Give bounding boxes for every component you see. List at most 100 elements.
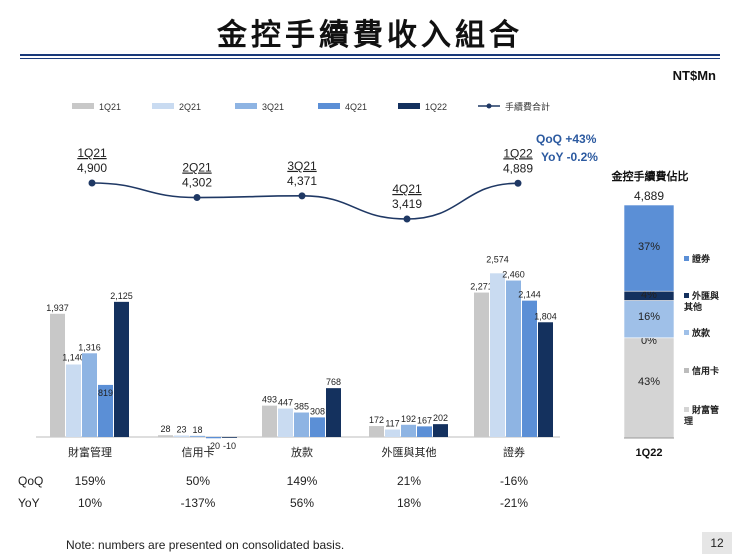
legend-marker-total <box>486 103 492 109</box>
bar-4Q21-0 <box>98 384 113 437</box>
headline-qoq: QoQ +43% <box>536 132 597 146</box>
share-segment-放款 <box>623 300 675 339</box>
bar-label-4Q21-2: 308 <box>310 406 325 416</box>
qoq-value-4: -16% <box>499 474 528 488</box>
bar-1Q21-4 <box>474 292 489 437</box>
share-segment-財富管理 <box>623 337 675 439</box>
bar-label-2Q21-2: 447 <box>278 398 293 408</box>
line-point-1Q21 <box>88 179 96 187</box>
bar-3Q21-3 <box>401 424 416 437</box>
bar-label-4Q21-0: 819 <box>98 388 113 398</box>
share-legend-item-放款: 放款 <box>684 328 724 339</box>
share-label-財富管理: 43% <box>638 376 660 388</box>
bar-label-3Q21-4: 2,460 <box>502 270 525 280</box>
bar-label-1Q21-2: 493 <box>262 395 277 405</box>
unit-label: NT$Mn <box>672 68 716 83</box>
bar-3Q21-0 <box>82 353 97 437</box>
bar-label-2Q21-0: 1,140 <box>62 352 85 362</box>
bar-2Q21-1 <box>174 435 189 437</box>
line-period-1Q22: 1Q22 <box>503 146 533 160</box>
bar-4Q21-3 <box>417 426 432 437</box>
bar-label-3Q21-1: 18 <box>192 425 202 435</box>
bar-4Q21-4 <box>522 300 537 437</box>
bar-label-3Q21-2: 385 <box>294 402 309 412</box>
bar-label-1Q21-3: 172 <box>369 415 384 425</box>
bar-4Q21-1 <box>206 437 221 439</box>
legend-label-3Q21: 3Q21 <box>262 102 284 112</box>
line-value-3Q21: 4,371 <box>287 174 317 188</box>
line-point-2Q21 <box>193 194 201 202</box>
line-value-4Q21: 3,419 <box>392 197 422 211</box>
legend-swatch-3Q21 <box>235 103 257 109</box>
share-legend-swatch <box>684 368 689 373</box>
yoy-value-4: -21% <box>499 496 528 510</box>
qoq-value-0: 159% <box>74 474 106 488</box>
bar-4Q21-2 <box>310 417 325 437</box>
bar-1Q22-4 <box>538 322 553 437</box>
share-legend-item-財富管理: 財富管理 <box>684 405 720 426</box>
legend-label-total: 手續費合計 <box>505 101 550 112</box>
bar-3Q21-2 <box>294 412 309 437</box>
qoq-value-1: 50% <box>185 474 211 488</box>
bar-label-2Q21-1: 23 <box>176 425 186 435</box>
legend-label-4Q21: 4Q21 <box>345 102 367 112</box>
share-legend-swatch <box>684 407 689 412</box>
bar-2Q21-4 <box>490 273 505 437</box>
title-rule-thin <box>20 58 720 59</box>
share-total-label: 4,889 <box>633 189 665 203</box>
legend-label-1Q22: 1Q22 <box>425 102 447 112</box>
bar-label-3Q21-0: 1,316 <box>78 342 101 352</box>
yoy-value-3: 18% <box>396 496 422 510</box>
share-legend-item-外匯與其他: 外匯與其他 <box>684 291 720 312</box>
line-point-1Q22 <box>514 179 522 187</box>
bar-1Q21-1 <box>158 435 173 437</box>
footnote: Note: numbers are presented on consolida… <box>66 538 345 552</box>
share-legend-item-證券: 證券 <box>684 254 724 265</box>
share-legend-swatch <box>684 330 689 335</box>
bar-label-2Q21-4: 2,574 <box>486 254 509 264</box>
bar-label-1Q22-3: 202 <box>433 413 448 423</box>
category-label-1: 信用卡 <box>182 446 215 459</box>
bar-1Q22-0 <box>114 301 129 437</box>
line-period-1Q21: 1Q21 <box>77 146 107 160</box>
line-period-3Q21: 3Q21 <box>287 159 317 173</box>
category-label-2: 放款 <box>291 445 313 459</box>
bar-1Q22-1 <box>222 437 237 438</box>
yoy-value-1: -137% <box>180 496 216 510</box>
line-period-2Q21: 2Q21 <box>182 161 212 175</box>
line-value-1Q21: 4,900 <box>77 161 107 175</box>
line-value-2Q21: 4,302 <box>182 176 212 190</box>
share-legend-swatch <box>684 293 689 298</box>
yoy-value-2: 56% <box>289 496 315 510</box>
line-period-4Q21: 4Q21 <box>392 182 422 196</box>
share-label-證券: 37% <box>638 241 660 253</box>
bar-label-4Q21-3: 167 <box>417 415 432 425</box>
category-label-4: 證券 <box>503 445 525 459</box>
bar-label-1Q21-4: 2,271 <box>470 282 493 292</box>
bar-2Q21-2 <box>278 408 293 437</box>
line-value-1Q22: 4,889 <box>503 161 533 175</box>
share-legend-item-信用卡: 信用卡 <box>684 366 724 377</box>
qoq-value-3: 21% <box>396 474 422 488</box>
yoy-row-label: YoY <box>18 496 40 510</box>
line-point-3Q21 <box>298 192 306 200</box>
qoq-row-label: QoQ <box>18 474 44 488</box>
bar-label-4Q21-1: -20 <box>207 441 220 451</box>
share-label-外匯與其他: 4% <box>641 289 657 301</box>
bar-3Q21-4 <box>506 280 521 437</box>
bar-label-1Q22-2: 768 <box>326 377 341 387</box>
legend-swatch-1Q22 <box>398 103 420 109</box>
line-point-4Q21 <box>403 215 411 223</box>
share-label-放款: 16% <box>638 311 660 323</box>
bar-label-4Q21-4: 2,144 <box>518 290 541 300</box>
bar-label-1Q21-0: 1,937 <box>46 303 69 313</box>
share-legend-swatch <box>684 256 689 261</box>
bar-1Q21-2 <box>262 405 277 437</box>
legend-swatch-1Q21 <box>72 103 94 109</box>
page-number: 12 <box>702 532 732 554</box>
bar-1Q22-2 <box>326 388 341 437</box>
share-category-label: 1Q22 <box>635 447 663 459</box>
legend-swatch-2Q21 <box>152 103 174 109</box>
share-segment-證券 <box>623 204 675 292</box>
